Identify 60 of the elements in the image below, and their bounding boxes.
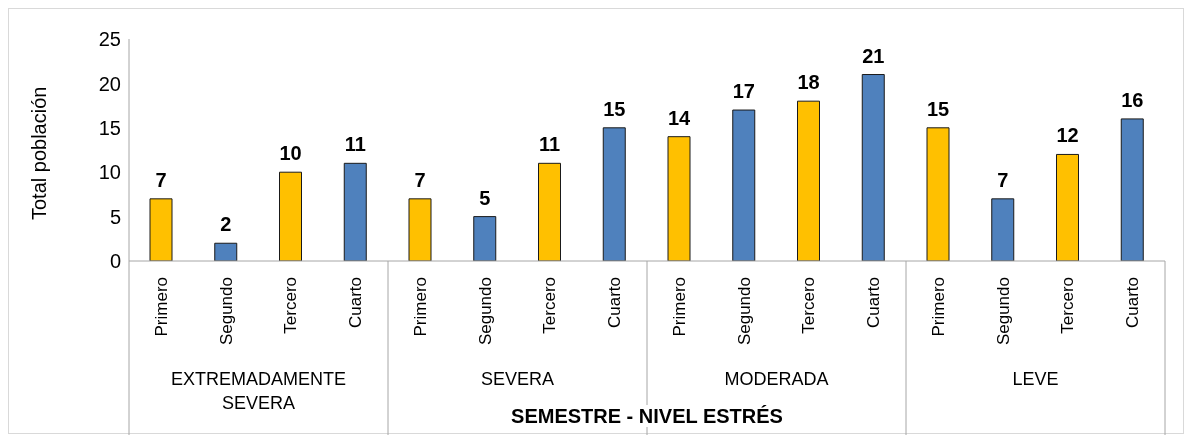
x-tick-label: Primero [151, 277, 171, 337]
x-tick-label: Primero [928, 277, 948, 337]
x-tick-label: Cuarto [346, 277, 366, 329]
bar [926, 127, 950, 261]
y-tick-label: 15 [98, 116, 121, 139]
x-tick-label: Tercero [799, 277, 819, 334]
data-label: 11 [344, 133, 366, 156]
y-axis-title: Total población [28, 86, 51, 220]
data-label: 15 [603, 97, 626, 120]
data-label: 16 [1121, 88, 1144, 111]
bar [214, 242, 238, 261]
bar [279, 171, 302, 261]
x-tick-label: Tercero [540, 277, 560, 334]
y-tick-label: 0 [109, 250, 121, 273]
bar [732, 109, 756, 261]
x-tick-label: Segundo [475, 277, 495, 346]
data-label: 12 [1056, 124, 1079, 147]
data-label: 11 [538, 133, 561, 156]
text: MODERADA [723, 368, 830, 391]
y-tick-label: 20 [98, 72, 121, 95]
x-tick-label: Cuarto [1123, 277, 1143, 329]
x-tick-label: Primero [669, 277, 689, 337]
bar [149, 198, 173, 261]
data-label: 7 [414, 168, 426, 191]
bar [408, 198, 432, 261]
data-label: 5 [479, 186, 491, 209]
data-label: 14 [667, 106, 691, 129]
bar [473, 216, 497, 261]
x-tick-label: Primero [410, 277, 430, 337]
bar [861, 74, 885, 261]
x-tick-label: Cuarto [605, 277, 625, 329]
text: LEVE [1011, 368, 1060, 391]
x-tick-label: Segundo [734, 277, 754, 346]
data-label: 2 [220, 213, 232, 236]
bar [667, 136, 691, 261]
bar [538, 162, 561, 261]
bar [343, 162, 367, 261]
x-tick-label: Tercero [281, 277, 301, 334]
data-label: 7 [997, 168, 1009, 191]
data-label: 18 [797, 71, 820, 94]
x-axis-title: SEMESTRE - NIVEL ESTRÉS [507, 405, 787, 427]
data-label: 21 [862, 44, 885, 67]
y-tick-label: 10 [98, 161, 121, 184]
x-tick-label: Segundo [216, 277, 236, 346]
x-tick-label: Tercero [1058, 277, 1078, 334]
x-tick-label: Cuarto [864, 277, 884, 329]
text: EXTREMADAMENTE SEVERA [170, 368, 347, 415]
bar [1120, 118, 1144, 261]
bar [797, 100, 820, 261]
y-tick-label: 5 [109, 205, 121, 228]
data-label: 10 [279, 142, 302, 165]
data-label: 17 [732, 80, 755, 103]
x-tick-label: Segundo [993, 277, 1013, 346]
bar [1056, 153, 1079, 261]
bar [602, 127, 626, 261]
y-tick-label: 25 [98, 28, 121, 51]
bar [991, 198, 1015, 261]
data-label: 7 [155, 168, 167, 191]
data-label: 15 [926, 97, 950, 120]
text: SEVERA [480, 368, 555, 391]
